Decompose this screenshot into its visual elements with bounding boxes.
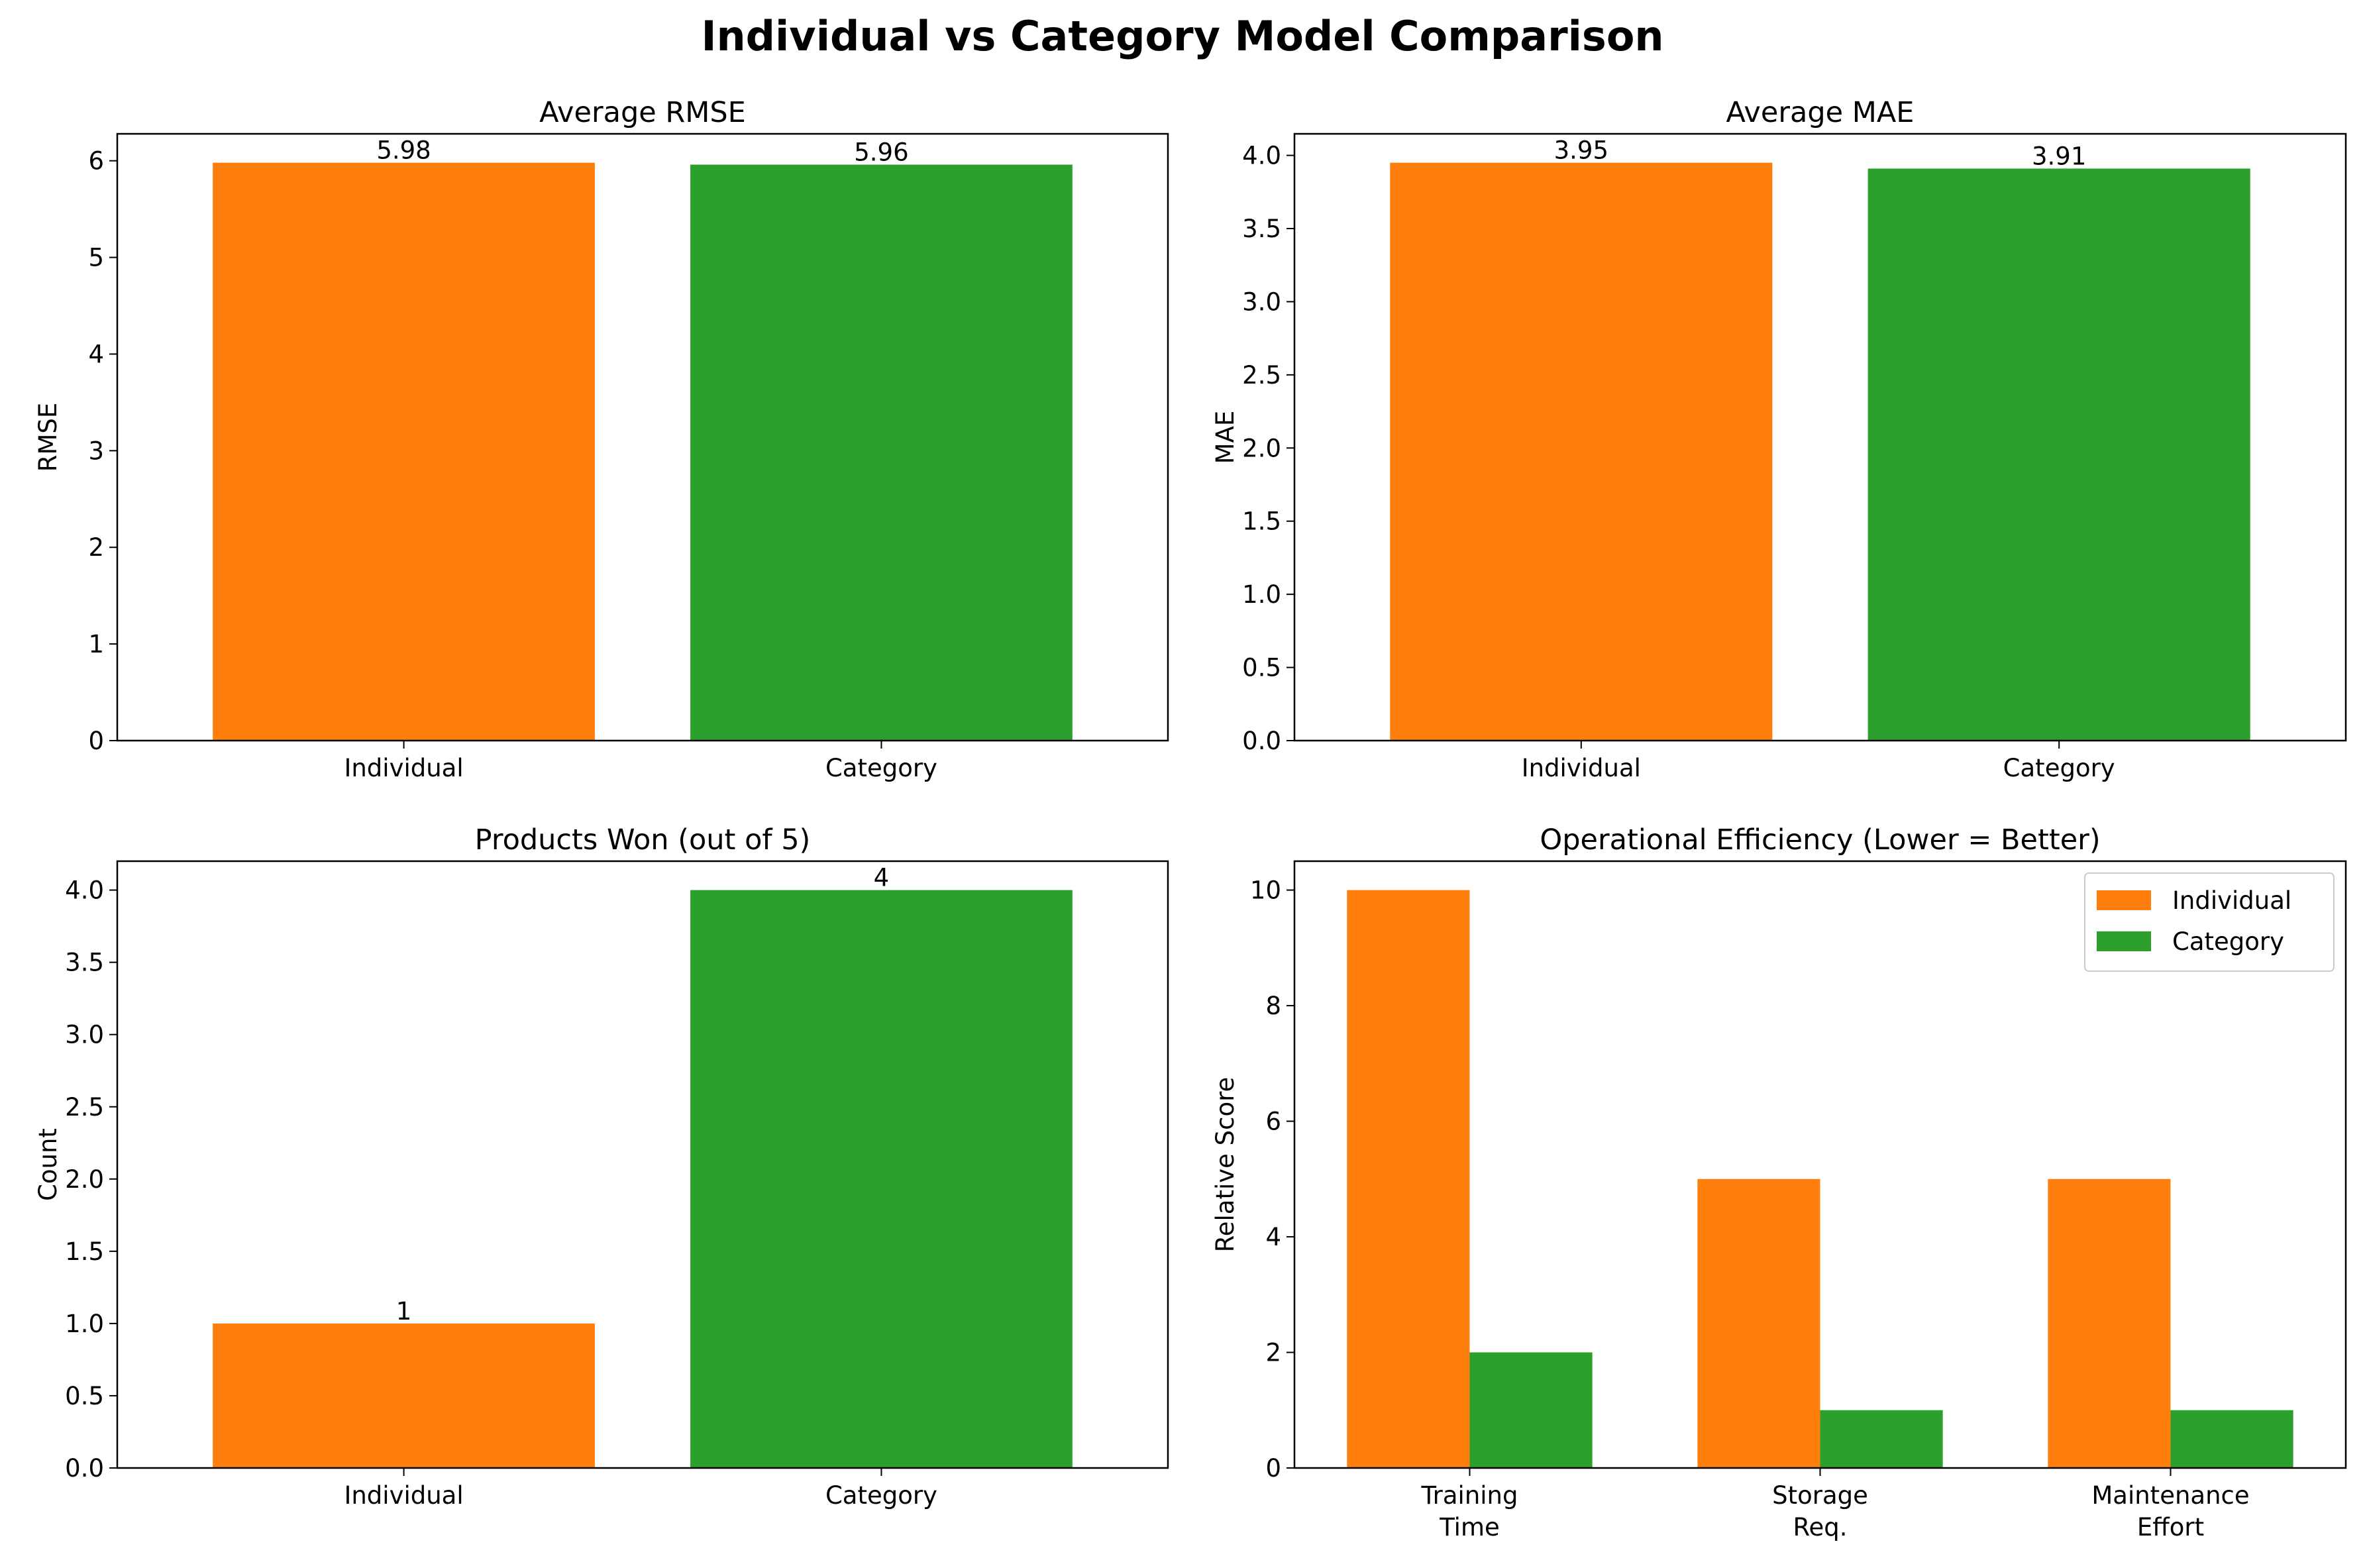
panel-average-rmse: Average RMSE 0 1 2 3 4 5 6 RMSE 5.98 Individual 5.9… bbox=[34, 96, 1169, 782]
x-tick-label: Individual bbox=[344, 754, 463, 782]
y-axis-label: MAE bbox=[1211, 411, 1239, 464]
figure-title: Individual vs Category Model Comparison bbox=[701, 12, 1663, 60]
x-tick-label-line: Effort bbox=[2137, 1513, 2204, 1542]
y-tick-label: 0.5 bbox=[65, 1382, 104, 1410]
bar-category bbox=[690, 164, 1073, 741]
bar-individual bbox=[213, 1323, 595, 1468]
y-axis-label: Count bbox=[34, 1128, 62, 1201]
y-tick-label: 3.5 bbox=[65, 949, 104, 977]
panel-title: Average MAE bbox=[1726, 96, 1915, 129]
x-tick-label: Category bbox=[825, 754, 937, 782]
y-axis-label: RMSE bbox=[34, 403, 62, 472]
y-tick-label: 4.0 bbox=[65, 876, 104, 905]
y-tick-label: 6 bbox=[88, 147, 104, 176]
bar-individual bbox=[2048, 1178, 2171, 1468]
bar-category bbox=[690, 890, 1073, 1468]
x-tick-label: Training Time bbox=[1421, 1481, 1518, 1542]
y-tick-label: 4 bbox=[88, 340, 104, 368]
bar-value-label: 3.91 bbox=[2032, 142, 2086, 170]
legend: Individual Category bbox=[2084, 872, 2335, 972]
bar-category bbox=[1867, 168, 2250, 741]
y-tick-label: 1.0 bbox=[1242, 580, 1281, 609]
y-tick-label: 3.5 bbox=[1242, 215, 1281, 243]
legend-swatch-individual bbox=[2097, 890, 2151, 910]
bar-individual bbox=[1347, 890, 1470, 1468]
x-tick-label: Category bbox=[2003, 754, 2115, 782]
y-tick-label: 3.0 bbox=[1242, 287, 1281, 316]
bar-individual bbox=[1697, 1178, 1820, 1468]
axes-frame bbox=[1293, 132, 2347, 742]
y-tick-label: 0.5 bbox=[1242, 654, 1281, 682]
y-tick-label: 4 bbox=[1265, 1223, 1281, 1251]
x-tick-label: Individual bbox=[1522, 754, 1641, 782]
y-tick-label: 2.5 bbox=[65, 1093, 104, 1122]
legend-swatch-category bbox=[2097, 931, 2151, 951]
y-tick-label: 8 bbox=[1265, 992, 1281, 1020]
y-tick-label: 4.0 bbox=[1242, 142, 1281, 170]
x-tick-label-line: Maintenance bbox=[2091, 1481, 2249, 1510]
y-tick-label: 1.0 bbox=[65, 1310, 104, 1338]
y-tick-label: 10 bbox=[1250, 876, 1281, 905]
axes-frame bbox=[116, 132, 1169, 742]
x-tick-label-line: Req. bbox=[1793, 1513, 1847, 1542]
x-tick-label-line: Time bbox=[1439, 1513, 1500, 1542]
y-tick-label: 2 bbox=[1265, 1339, 1281, 1367]
bar-individual bbox=[213, 162, 595, 741]
y-tick-label: 1.5 bbox=[1242, 507, 1281, 536]
bar-category bbox=[1820, 1410, 1943, 1468]
bar-category bbox=[1469, 1352, 1593, 1468]
panel-title: Products Won (out of 5) bbox=[475, 823, 811, 857]
y-tick-label: 0 bbox=[88, 727, 104, 755]
y-axis-label: Relative Score bbox=[1211, 1077, 1239, 1253]
legend-label-category: Category bbox=[2172, 927, 2284, 956]
legend-label-individual: Individual bbox=[2172, 886, 2291, 915]
y-tick-label: 1 bbox=[88, 630, 104, 658]
x-tick-label-line: Storage bbox=[1772, 1481, 1868, 1510]
y-tick-label: 2.5 bbox=[1242, 361, 1281, 390]
bar-value-label: 5.98 bbox=[376, 136, 431, 165]
panel-title: Operational Efficiency (Lower = Better) bbox=[1540, 823, 2100, 857]
x-tick-label: Category bbox=[825, 1481, 937, 1510]
y-tick-label: 2 bbox=[88, 533, 104, 562]
x-tick-label: Storage Req. bbox=[1772, 1481, 1868, 1542]
bar-value-label: 4 bbox=[874, 864, 890, 892]
axes-frame bbox=[116, 860, 1169, 1469]
y-tick-label: 5 bbox=[88, 244, 104, 272]
y-tick-label: 2.0 bbox=[1242, 434, 1281, 462]
panel-products-won: Products Won (out of 5) 0.0 0.5 1.0 1.5 2.0 2.… bbox=[34, 823, 1169, 1510]
y-tick-label: 0.0 bbox=[1242, 727, 1281, 755]
y-tick-label: 0.0 bbox=[65, 1454, 104, 1483]
y-tick-label: 3.0 bbox=[65, 1021, 104, 1049]
x-tick-label: Individual bbox=[344, 1481, 463, 1510]
x-tick-label: Maintenance Effort bbox=[2091, 1481, 2249, 1542]
axes-frame bbox=[1293, 860, 2347, 1469]
panel-title: Average RMSE bbox=[539, 96, 746, 129]
panel-operational-efficiency: Operational Efficiency (Lower = Better) 0… bbox=[1211, 823, 2347, 1542]
y-tick-label: 0 bbox=[1265, 1454, 1281, 1483]
bar-value-label: 5.96 bbox=[854, 138, 908, 167]
y-tick-label: 2.0 bbox=[65, 1165, 104, 1194]
y-tick-label: 3 bbox=[88, 437, 104, 465]
bar-individual bbox=[1390, 162, 1773, 741]
y-tick-label: 1.5 bbox=[65, 1237, 104, 1266]
y-tick-label: 6 bbox=[1265, 1108, 1281, 1136]
panel-average-mae: Average MAE 0.0 0.5 1.0 1.5 2.0 2.5 3.0 3.5 4.0 MA… bbox=[1211, 96, 2347, 782]
x-tick-label-line: Training bbox=[1421, 1481, 1518, 1510]
bar-value-label: 1 bbox=[396, 1297, 412, 1326]
bar-value-label: 3.95 bbox=[1554, 136, 1608, 165]
bar-category bbox=[2170, 1410, 2293, 1468]
